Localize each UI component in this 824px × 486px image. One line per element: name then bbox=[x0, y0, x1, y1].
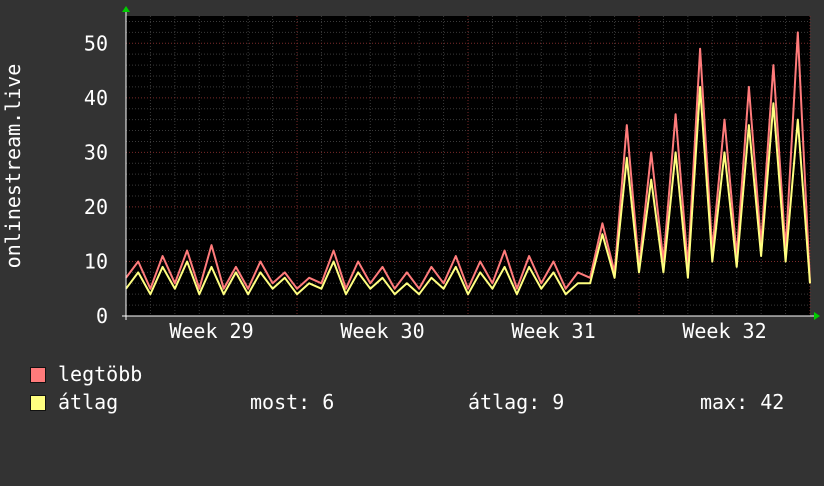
chart-container: 0 10 20 30 40 50 Week 29 Week 30 Week 31 Week 32… bbox=[1, 6, 820, 414]
series-layer bbox=[125, 31, 811, 296]
y-tick-label: 10 bbox=[84, 249, 108, 273]
stat-average: átlag: 9 bbox=[468, 390, 565, 414]
x-tick-labels: Week 29 Week 30 Week 31 Week 32 bbox=[169, 319, 766, 343]
stat-maximum: max: 42 bbox=[700, 390, 785, 414]
legend-item-max: legtöbb bbox=[30, 362, 142, 458]
x-tick-label: Week 29 bbox=[169, 319, 253, 340]
y-tick-label: 40 bbox=[84, 86, 108, 110]
y-tick-label: 20 bbox=[84, 195, 108, 219]
y-tick-label: 0 bbox=[96, 304, 108, 328]
legend-item-avg: átlag bbox=[30, 390, 118, 486]
y-tick-label: 30 bbox=[84, 140, 108, 164]
series-line-1 bbox=[125, 85, 811, 296]
series-line-0 bbox=[125, 31, 811, 290]
legend-swatch-max bbox=[30, 367, 46, 383]
legend-swatch-avg bbox=[30, 395, 46, 411]
y-axis-label: onlinestream.live bbox=[1, 64, 25, 269]
y-tick-label: 50 bbox=[84, 31, 108, 55]
x-tick-label: Week 31 bbox=[511, 319, 595, 340]
y-tick-labels: 0 10 20 30 40 50 bbox=[84, 31, 108, 328]
x-tick-label: Week 32 bbox=[682, 319, 766, 340]
axes bbox=[122, 6, 820, 320]
y-axis-arrow-icon bbox=[122, 6, 130, 12]
legend-label-max: legtöbb bbox=[58, 362, 143, 386]
legend-label-avg: átlag bbox=[58, 390, 119, 414]
stat-current: most: 6 bbox=[250, 390, 335, 414]
line-chart: 0 10 20 30 40 50 Week 29 Week 30 Week 31 Week 32… bbox=[1, 6, 820, 343]
x-axis-arrow-icon bbox=[814, 312, 820, 320]
x-tick-label: Week 30 bbox=[340, 319, 424, 340]
